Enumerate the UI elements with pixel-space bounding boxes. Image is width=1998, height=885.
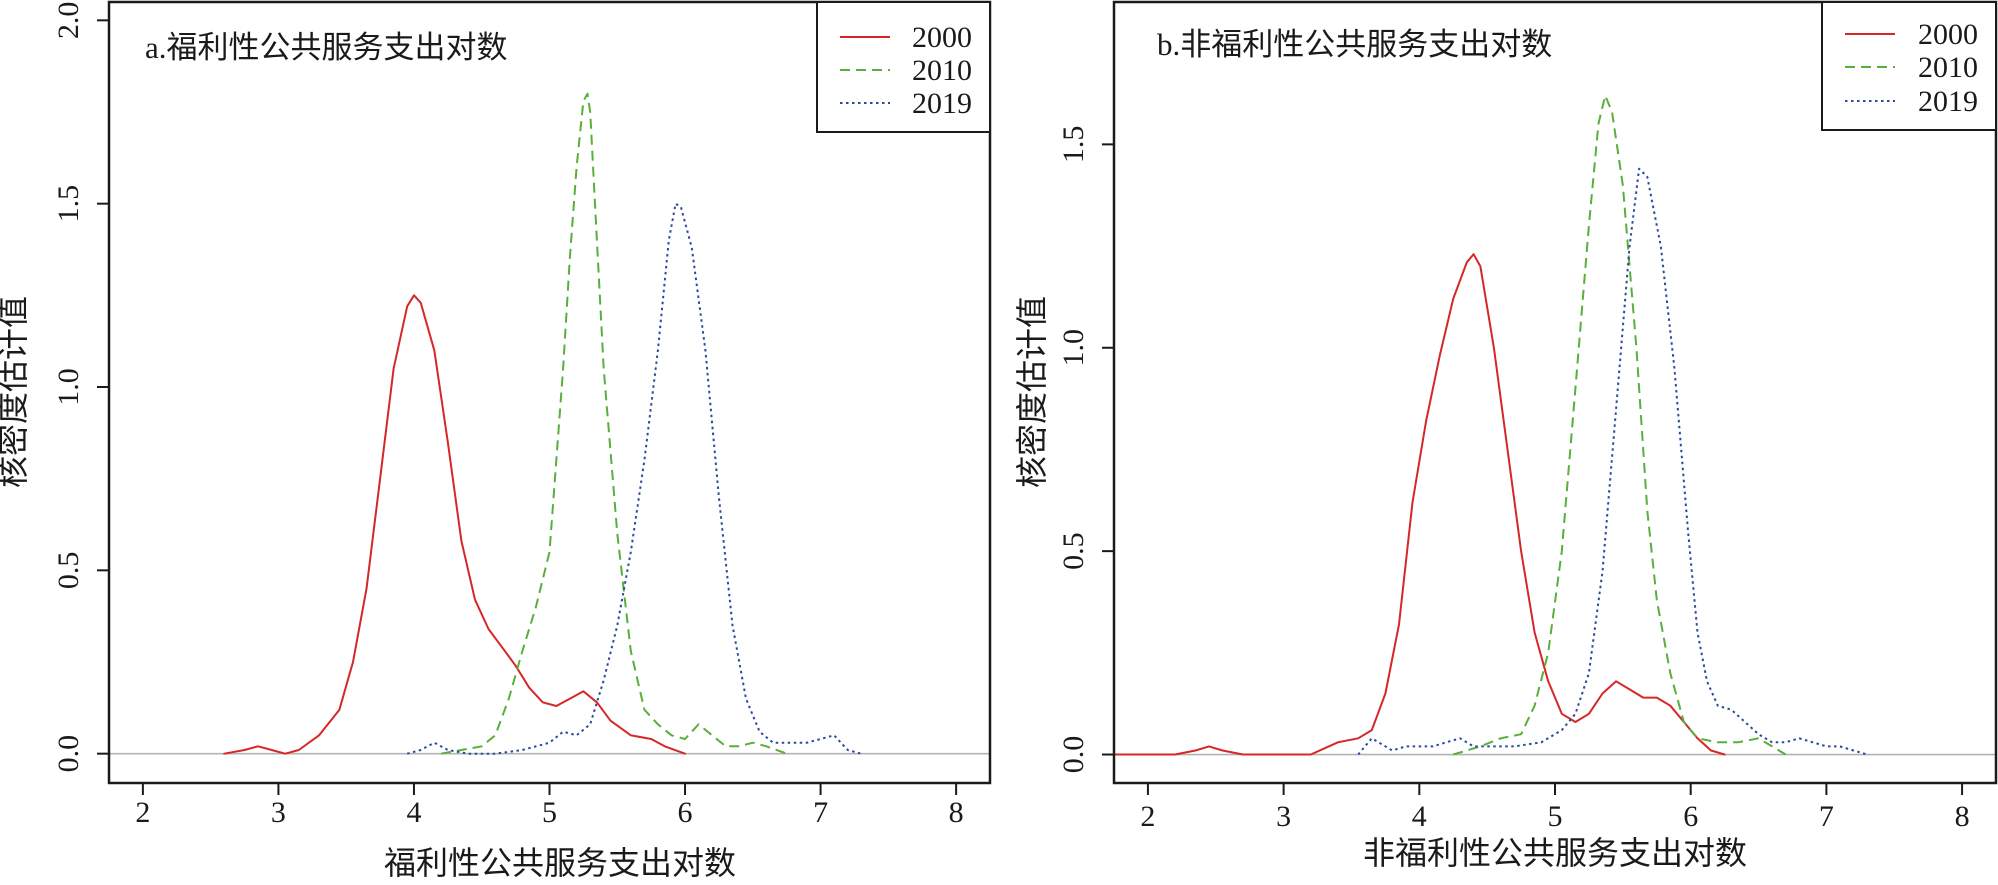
x-tick-label: 6 (678, 796, 693, 829)
x-tick-label: 4 (406, 796, 421, 829)
x-tick-label: 2 (135, 796, 150, 829)
x-tick-label: 7 (1819, 800, 1834, 833)
y-tick-label: 1.5 (52, 185, 85, 223)
panel-b: b.非福利性公共服务支出对数 2 3 4 5 6 7 8 0.0 0.5 1.0 1.5 非福利性… (1014, 0, 1998, 871)
x-tick-label: 8 (1955, 800, 1970, 833)
series-line-2019 (406, 202, 862, 755)
y-tick-label: 2.0 (52, 2, 85, 40)
y-axis-a: 0.0 0.5 1.0 1.5 2.0 (52, 2, 109, 773)
legend-label-2010: 2010 (912, 54, 972, 87)
legend-box-a (816, 1, 991, 133)
y-tick-label: 0.0 (52, 735, 85, 773)
x-axis-a: 2 3 4 5 6 7 8 (135, 783, 964, 829)
panel-title-a: a.福利性公共服务支出对数 (145, 30, 508, 65)
x-tick-label: 5 (542, 796, 557, 829)
x-tick-label: 4 (1412, 800, 1427, 833)
x-axis-title-a: 福利性公共服务支出对数 (384, 845, 736, 881)
series-line-2019 (1357, 167, 1868, 756)
legend-label-2019: 2019 (1918, 85, 1978, 118)
legend-label-2000: 2000 (1918, 18, 1978, 51)
panel-title-b: b.非福利性公共服务支出对数 (1157, 27, 1552, 62)
legend-label-2010: 2010 (1918, 51, 1978, 84)
y-axis-title-b: 核密度估计值 (1014, 296, 1050, 488)
series-layer-b (1113, 94, 1868, 756)
legend-label-2000: 2000 (912, 21, 972, 54)
series-line-2010 (1452, 94, 1787, 756)
y-tick-label: 0.5 (1057, 532, 1090, 570)
y-tick-label: 0.5 (52, 552, 85, 590)
series-line-2000 (1113, 253, 1726, 756)
x-axis-title-b: 非福利性公共服务支出对数 (1363, 835, 1747, 871)
y-tick-label: 1.5 (1057, 126, 1090, 164)
x-tick-label: 3 (1276, 800, 1291, 833)
series-line-2000 (223, 294, 686, 755)
x-tick-label: 6 (1683, 800, 1698, 833)
y-axis-title-a: 核密度估计值 (0, 296, 31, 488)
y-tick-label: 1.0 (52, 368, 85, 406)
legend-label-2019: 2019 (912, 87, 972, 120)
x-tick-label: 5 (1548, 800, 1563, 833)
x-tick-label: 7 (813, 796, 828, 829)
panel-a: a.福利性公共服务支出对数 2 3 4 5 6 7 8 0.0 0.5 1.0 1.5 2.0 福利… (0, 0, 992, 881)
series-line-2010 (440, 92, 788, 755)
x-axis-b: 2 3 4 5 6 7 8 (1140, 783, 1970, 833)
x-tick-label: 8 (949, 796, 964, 829)
y-axis-b: 0.0 0.5 1.0 1.5 (1057, 126, 1114, 774)
y-tick-label: 0.0 (1057, 736, 1090, 774)
y-tick-label: 1.0 (1057, 329, 1090, 367)
x-tick-label: 3 (271, 796, 286, 829)
x-tick-label: 2 (1140, 800, 1155, 833)
series-layer-a (223, 92, 862, 755)
